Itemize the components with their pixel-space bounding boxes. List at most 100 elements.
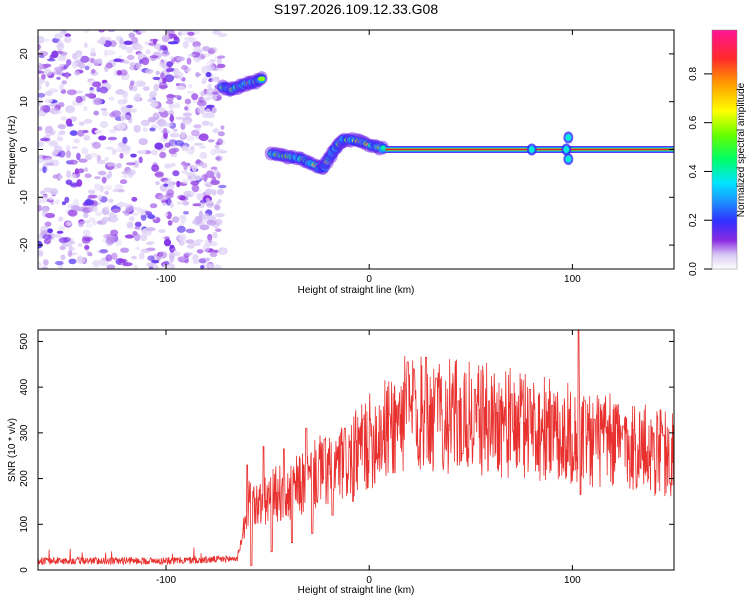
- noise-blob: [88, 217, 96, 222]
- noise-blob: [56, 42, 65, 51]
- noise-blob: [134, 226, 141, 230]
- noise-blob: [206, 65, 216, 71]
- noise-blob: [178, 233, 187, 242]
- noise-blob: [45, 80, 50, 88]
- noise-blob: [213, 169, 219, 173]
- noise-blob: [137, 45, 144, 51]
- noise-blob: [138, 138, 148, 146]
- noise-blob: [38, 51, 49, 57]
- colorbar: 0.0 0.2 0.4 0.6 0.8 Normalized spectral ampl…: [688, 29, 747, 276]
- noise-blob: [42, 166, 47, 174]
- noise-blob: [65, 144, 71, 152]
- noise-blob: [199, 224, 210, 231]
- noise-blob: [196, 193, 204, 201]
- spectrogram-marks: [38, 30, 674, 269]
- noise-blob: [192, 260, 200, 264]
- noise-blob: [197, 105, 207, 114]
- colorbar-gradient: [711, 29, 738, 270]
- noise-blob: [40, 194, 49, 200]
- noise-blob: [182, 119, 192, 126]
- noise-blob: [126, 46, 133, 54]
- noise-blob: [186, 57, 192, 65]
- noise-blob: [120, 247, 130, 253]
- noise-blob: [202, 213, 210, 220]
- y-tick-label: 20: [19, 48, 30, 60]
- noise-blob: [167, 110, 175, 115]
- x-tick-label: 100: [564, 274, 581, 285]
- noise-blob: [58, 102, 65, 108]
- noise-blob: [176, 225, 186, 233]
- noise-blob: [202, 76, 208, 82]
- noise-blob: [165, 197, 172, 206]
- noise-blob: [147, 241, 156, 245]
- noise-blob: [184, 98, 192, 105]
- noise-blob: [54, 199, 60, 205]
- noise-blob: [70, 174, 77, 180]
- noise-blob: [153, 83, 160, 92]
- noise-blob: [75, 95, 83, 104]
- noise-blob: [92, 141, 101, 149]
- noise-blob: [216, 172, 221, 179]
- noise-blob: [174, 140, 184, 146]
- noise-blob: [141, 57, 150, 66]
- noise-blob: [185, 135, 196, 142]
- noise-blob: [83, 229, 91, 236]
- noise-blob: [135, 246, 140, 250]
- noise-blob: [161, 34, 170, 43]
- x-tick-label: 100: [564, 575, 581, 586]
- noise-blob: [88, 57, 93, 63]
- snr-y-axis-label: SNR (10 * v/v): [7, 418, 18, 482]
- noise-blob: [68, 244, 73, 253]
- noise-blob: [135, 62, 142, 70]
- noise-blob: [210, 79, 217, 83]
- noise-blob: [188, 53, 196, 57]
- noise-blob: [47, 104, 57, 108]
- noise-blob: [84, 65, 90, 71]
- noise-blob: [82, 220, 91, 224]
- noise-blob: [163, 183, 169, 187]
- noise-blob: [93, 97, 103, 105]
- noise-blob: [152, 112, 160, 120]
- noise-blob: [112, 188, 119, 193]
- noise-blob: [169, 114, 175, 122]
- noise-blob: [186, 171, 196, 177]
- noise-blob: [208, 122, 214, 127]
- noise-blob: [87, 252, 93, 257]
- noise-blob: [77, 243, 83, 247]
- noise-blob: [49, 188, 58, 196]
- noise-blob: [38, 84, 42, 91]
- noise-blob: [169, 132, 180, 138]
- noise-blob: [173, 36, 179, 40]
- noise-blob: [99, 37, 106, 45]
- noise-blob: [214, 218, 223, 226]
- noise-blob: [84, 199, 94, 206]
- noise-blob: [40, 190, 46, 195]
- noise-blob: [67, 209, 78, 217]
- noise-blob: [215, 67, 224, 72]
- y-tick-label: 100: [19, 516, 30, 533]
- noise-blob: [145, 49, 151, 55]
- noise-blob: [104, 157, 109, 161]
- noise-blob: [190, 191, 196, 196]
- noise-blob: [94, 176, 101, 180]
- noise-blob: [134, 160, 139, 168]
- noise-blob: [214, 144, 220, 149]
- noise-blob: [202, 46, 211, 52]
- noise-blob: [79, 121, 85, 126]
- noise-blob: [191, 242, 201, 247]
- noise-blob: [142, 86, 150, 91]
- noise-blob: [149, 203, 158, 209]
- noise-blob: [48, 88, 59, 93]
- noise-blob: [111, 110, 122, 117]
- noise-blob: [205, 188, 214, 195]
- noise-blob: [41, 266, 48, 269]
- noise-blob: [122, 210, 130, 215]
- noise-blob: [58, 124, 66, 130]
- noise-blob: [65, 119, 72, 126]
- noise-blob: [140, 211, 147, 216]
- noise-blob: [105, 62, 113, 69]
- noise-blob: [80, 55, 90, 63]
- noise-blob: [173, 102, 181, 109]
- noise-blob: [158, 81, 168, 90]
